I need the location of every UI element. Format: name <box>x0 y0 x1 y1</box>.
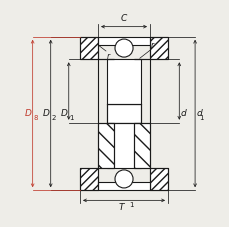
Text: D: D <box>60 109 67 118</box>
Bar <box>80 37 98 59</box>
Circle shape <box>114 170 132 188</box>
Bar <box>98 37 149 45</box>
Bar <box>80 37 98 59</box>
Bar <box>80 168 98 190</box>
Bar <box>80 168 98 190</box>
Bar <box>107 59 140 104</box>
Bar <box>98 123 114 168</box>
Bar <box>133 123 149 168</box>
Bar <box>149 37 167 59</box>
Text: T: T <box>118 203 124 212</box>
Text: C: C <box>120 14 127 23</box>
Text: 8: 8 <box>33 116 38 121</box>
Bar <box>107 123 140 168</box>
Text: 1: 1 <box>128 202 133 208</box>
Text: 2: 2 <box>51 116 55 121</box>
Bar <box>149 168 167 190</box>
Text: r: r <box>150 41 153 50</box>
Text: r: r <box>107 52 110 61</box>
Bar <box>149 168 167 190</box>
Bar <box>149 37 167 59</box>
Circle shape <box>114 39 132 57</box>
Text: D: D <box>43 109 49 118</box>
Text: d: d <box>180 109 185 118</box>
Bar <box>107 104 140 123</box>
Text: d: d <box>195 109 201 118</box>
Text: 1: 1 <box>69 116 74 121</box>
Bar <box>98 123 114 168</box>
Bar <box>133 123 149 168</box>
Text: D: D <box>25 109 31 118</box>
Bar <box>98 182 149 190</box>
Text: 1: 1 <box>198 116 203 121</box>
